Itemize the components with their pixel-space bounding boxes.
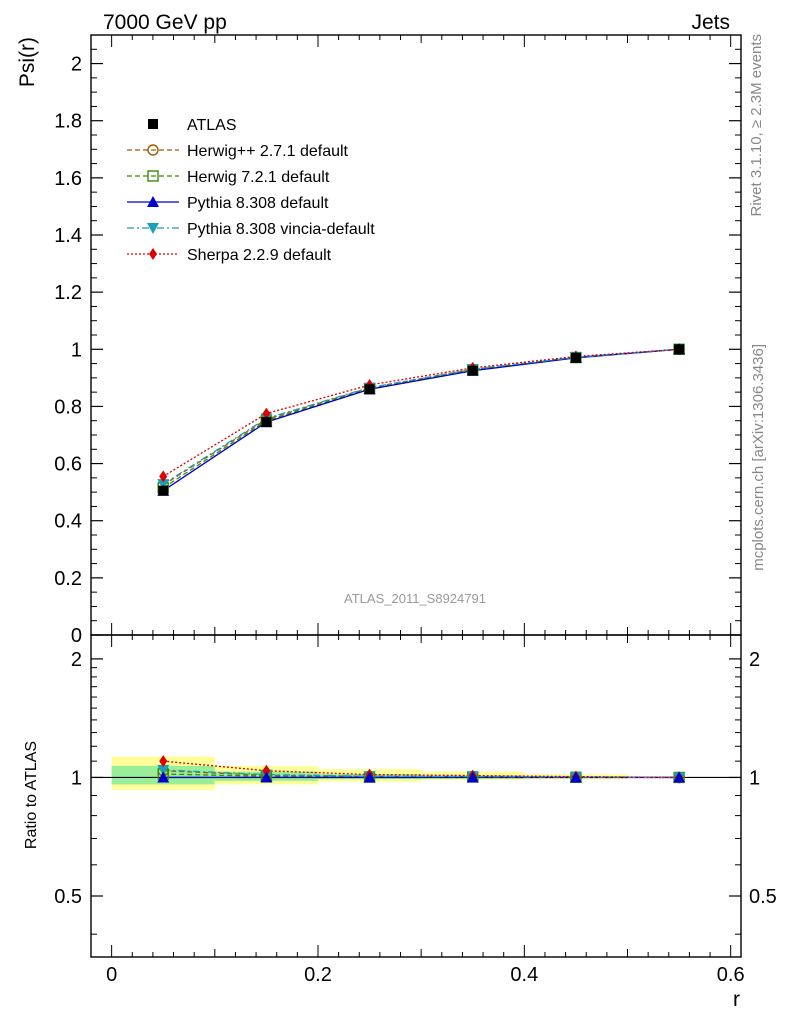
analysis-watermark: ATLAS_2011_S8924791 (344, 591, 486, 606)
ratio-y-tick-label: 0.5 (54, 886, 82, 908)
series-0-point (158, 485, 169, 496)
series-0-point (261, 417, 272, 428)
ratio-series-2-point (157, 771, 170, 783)
y-tick-label: 1.8 (54, 111, 82, 133)
y-tick-label: 1.2 (54, 282, 82, 304)
ratio-y-tick-label: 1 (71, 767, 82, 789)
rivet-version-label: Rivet 3.1.10, ≥ 2.3M events (748, 34, 765, 217)
header-left-label: 7000 GeV pp (103, 11, 227, 34)
ratio-series-line-3 (163, 769, 680, 779)
ratio-series-4-point (159, 755, 168, 768)
legend-label-4: Pythia 8.308 vincia-default (187, 221, 375, 238)
ratio-series-2-point (260, 771, 273, 783)
series-line-2 (162, 348, 680, 489)
y-tick-label: 1.6 (54, 168, 82, 190)
series-line-4 (162, 348, 680, 485)
mcplots-label: mcplots.cern.ch [arXiv:1306.3436] (750, 344, 767, 571)
main-y-axis-label: Psi(r) (16, 37, 39, 87)
series-5-point (262, 407, 271, 420)
series-line-5 (162, 348, 680, 477)
legend-marker-2 (147, 170, 159, 182)
ratio-series-2-point (569, 771, 582, 783)
legend-label-0: ATLAS (187, 117, 237, 134)
x-tick-label: 0.4 (510, 964, 538, 986)
ratio-panel: 0.5 0.5 1 1 2 2 0 0.2 0.4 0.6 (54, 634, 777, 986)
legend-label-5: Sherpa 2.2.9 default (187, 247, 332, 264)
x-tick-label: 0.2 (304, 964, 332, 986)
main-panel: 0 0.2 0.4 0.6 0.8 1 1.2 1.4 1.6 1.8 2 (54, 34, 742, 647)
ratio-series-2-point (466, 771, 479, 783)
legend-marker-4 (147, 223, 159, 234)
ratio-y-tick-label-right: 1 (749, 767, 760, 789)
ratio-series-2-point (363, 771, 376, 783)
ratio-y-tick-label-right: 2 (749, 649, 760, 671)
series-line-1 (162, 348, 680, 486)
y-tick-label: 0.8 (54, 396, 82, 418)
series-0-point (570, 352, 581, 363)
y-tick-label: 1 (71, 339, 82, 361)
legend-label-3: Pythia 8.308 default (187, 195, 329, 212)
series-0-point (364, 384, 375, 395)
y-tick-label: 2 (71, 54, 82, 76)
ratio-y-tick-label-right: 0.5 (749, 886, 777, 908)
y-tick-label: 0.4 (54, 511, 82, 533)
ratio-y-axis-label: Ratio to ATLAS (23, 741, 40, 849)
ratio-series-2-point (673, 771, 686, 783)
ratio-series-3-point (157, 764, 170, 776)
series-line-3 (162, 348, 680, 492)
legend-marker-5 (149, 248, 157, 260)
legend: ATLAS Herwig++ 2.7.1 default Herwig 7.2.1 … (127, 117, 375, 264)
header-right-label: Jets (691, 11, 730, 34)
y-tick-label: 0.6 (54, 454, 82, 476)
series-5-point (159, 470, 168, 483)
y-tick-label: 0 (71, 625, 82, 647)
legend-marker-0 (148, 119, 158, 129)
x-tick-label: 0 (106, 964, 117, 986)
series-0-point (674, 344, 685, 355)
legend-marker-1 (147, 144, 159, 156)
x-tick-label: 0.6 (717, 964, 745, 986)
y-tick-label: 1.4 (54, 225, 82, 247)
legend-label-1: Herwig++ 2.7.1 default (187, 143, 349, 160)
x-axis-label: r (733, 988, 740, 1011)
series-4-point (157, 479, 170, 491)
ratio-plot-frame (90, 634, 742, 958)
y-tick-label: 0.2 (54, 568, 82, 590)
series-0-point (467, 365, 478, 376)
ratio-series-4-point (262, 764, 271, 777)
ratio-y-tick-label: 2 (71, 649, 82, 671)
legend-marker-3 (147, 196, 159, 207)
legend-label-2: Herwig 7.2.1 default (187, 169, 330, 186)
